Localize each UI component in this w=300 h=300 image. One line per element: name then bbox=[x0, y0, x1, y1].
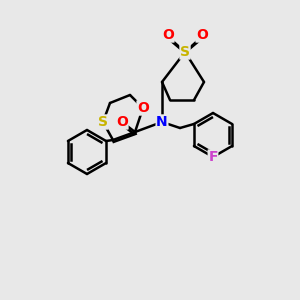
Text: O: O bbox=[137, 101, 149, 115]
Text: S: S bbox=[180, 45, 190, 59]
Text: O: O bbox=[162, 28, 174, 42]
Text: S: S bbox=[98, 115, 108, 129]
Text: O: O bbox=[116, 115, 128, 129]
Text: F: F bbox=[208, 150, 218, 164]
Text: N: N bbox=[156, 115, 168, 129]
Text: O: O bbox=[196, 28, 208, 42]
